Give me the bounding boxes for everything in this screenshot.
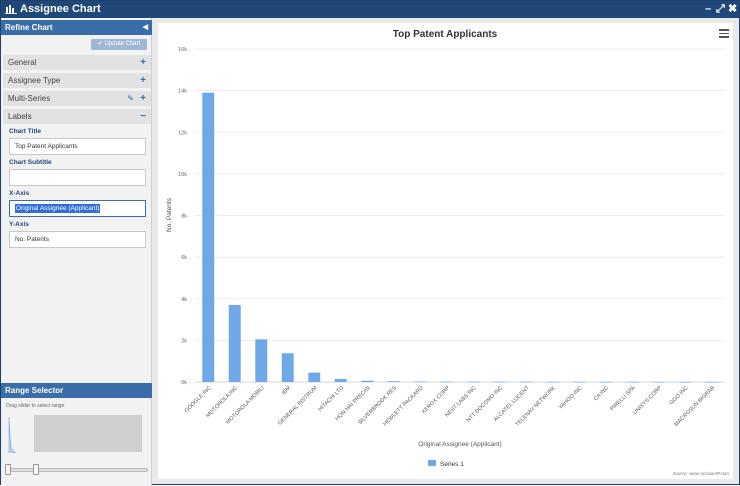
- y-tick-label: 10k: [178, 172, 187, 178]
- y-tick-label: 14k: [178, 89, 187, 95]
- bar[interactable]: [414, 381, 427, 383]
- bar-chart-icon: [5, 5, 17, 14]
- bar[interactable]: [440, 381, 453, 383]
- update-chart-button[interactable]: ✔ Update Chart: [91, 39, 147, 50]
- chart-title: Top Patent Applicants: [393, 29, 498, 40]
- x-tick-label: GOOGLE INC: [184, 385, 213, 414]
- chart-panel: Top Patent Applicants 0k 2k 4k 6k 8k 10k 12k 14…: [158, 23, 733, 479]
- legend-label: Series 1: [440, 461, 464, 468]
- bar[interactable]: [308, 372, 321, 382]
- refine-chart-title: Refine Chart: [5, 23, 53, 32]
- y-tick-label: 4k: [181, 297, 187, 303]
- refine-chart-header: Refine Chart ◀: [1, 20, 152, 35]
- bar[interactable]: [467, 381, 480, 383]
- x-tick-label: HITACHI LTD: [318, 385, 346, 413]
- legend-swatch: [428, 460, 436, 466]
- bar[interactable]: [520, 381, 533, 383]
- bar[interactable]: [705, 381, 718, 383]
- bar[interactable]: [573, 381, 586, 383]
- bar[interactable]: [361, 380, 374, 382]
- y-axis-input[interactable]: No. Patents: [9, 231, 146, 248]
- chart-subtitle-input[interactable]: [9, 169, 146, 186]
- refine-sidebar: Refine Chart ◀ ✔ Update Chart General + …: [1, 18, 152, 486]
- bar[interactable]: [255, 339, 268, 382]
- bar[interactable]: [387, 381, 400, 382]
- hamburger-menu-icon[interactable]: [719, 29, 729, 38]
- y-tick-label: 0k: [181, 380, 187, 386]
- chart-title-label: Chart Title: [9, 128, 42, 135]
- range-hint: Drag slider to select range: [6, 403, 65, 409]
- bar[interactable]: [599, 381, 612, 383]
- bar-chart: Top Patent Applicants 0k 2k 4k 6k 8k 10k 12k 14…: [166, 29, 729, 476]
- section-label: Labels: [8, 112, 32, 121]
- section-label: Multi-Series: [8, 94, 51, 103]
- x-axis-title: Original Assignee (Applicant): [418, 441, 501, 448]
- x-tick-label: YAHOO INC: [558, 385, 584, 411]
- section-general[interactable]: General +: [3, 55, 151, 70]
- range-window[interactable]: [34, 415, 142, 452]
- bar[interactable]: [546, 381, 559, 383]
- chart-title-input[interactable]: Top Patent Applicants: [9, 138, 146, 155]
- x-tick-label: GGO INC: [669, 385, 690, 406]
- y-tick-label: 6k: [181, 255, 187, 261]
- section-label: General: [8, 58, 37, 67]
- collapse-icon[interactable]: −: [140, 111, 146, 122]
- range-slider-track[interactable]: [8, 468, 148, 472]
- expand-icon[interactable]: +: [140, 57, 146, 68]
- x-axis-value: Original Assignee (Applicant): [15, 204, 101, 213]
- section-multi-series[interactable]: Multi-Series ✎ +: [3, 91, 151, 106]
- expand-icon[interactable]: +: [140, 75, 146, 86]
- y-axis-label: Y-Axis: [9, 221, 29, 228]
- expand-icon[interactable]: +: [140, 93, 146, 104]
- y-axis-title: No. Patents: [166, 197, 173, 232]
- chart-subtitle-label: Chart Subtitle: [9, 159, 52, 166]
- y-tick-label: 16k: [178, 47, 187, 53]
- section-labels[interactable]: Labels −: [3, 109, 151, 124]
- source-credit: Source: www.AcclaimIP.com: [672, 471, 729, 476]
- bar[interactable]: [679, 381, 692, 383]
- x-tick-label: IBM: [281, 385, 292, 396]
- title-bar: Assignee Chart – ⤢ ✖: [1, 1, 739, 18]
- range-mini-chart: [8, 416, 17, 453]
- bar[interactable]: [334, 378, 347, 382]
- x-axis-input[interactable]: Original Assignee (Applicant): [9, 200, 146, 217]
- maximize-icon[interactable]: ⤢: [716, 3, 725, 15]
- close-icon[interactable]: ✖: [728, 3, 738, 15]
- bar[interactable]: [228, 304, 241, 382]
- range-start-handle[interactable]: [5, 464, 11, 475]
- x-tick-label: CA INC: [593, 385, 610, 402]
- x-tick-label: PIRELLI SPA: [609, 385, 637, 413]
- bar[interactable]: [281, 353, 294, 382]
- bar[interactable]: [493, 381, 506, 383]
- x-tick-label: UNISYS CORP: [632, 385, 663, 416]
- bar[interactable]: [652, 381, 665, 383]
- y-tick-label: 2k: [181, 338, 187, 344]
- x-axis-label: X-Axis: [9, 190, 30, 197]
- y-tick-label: 8k: [181, 214, 187, 220]
- window-title: Assignee Chart: [20, 3, 101, 15]
- pencil-icon[interactable]: ✎: [127, 94, 134, 103]
- section-label: Assignee Type: [8, 76, 61, 85]
- collapse-sidebar-icon[interactable]: ◀: [142, 24, 148, 31]
- section-assignee-type[interactable]: Assignee Type +: [3, 73, 151, 88]
- bar[interactable]: [626, 381, 639, 383]
- range-end-handle[interactable]: [33, 464, 39, 475]
- y-tick-label: 12k: [178, 130, 187, 136]
- bar[interactable]: [202, 92, 215, 383]
- range-selector-header: Range Selector: [1, 383, 152, 398]
- minimize-icon[interactable]: –: [705, 3, 712, 15]
